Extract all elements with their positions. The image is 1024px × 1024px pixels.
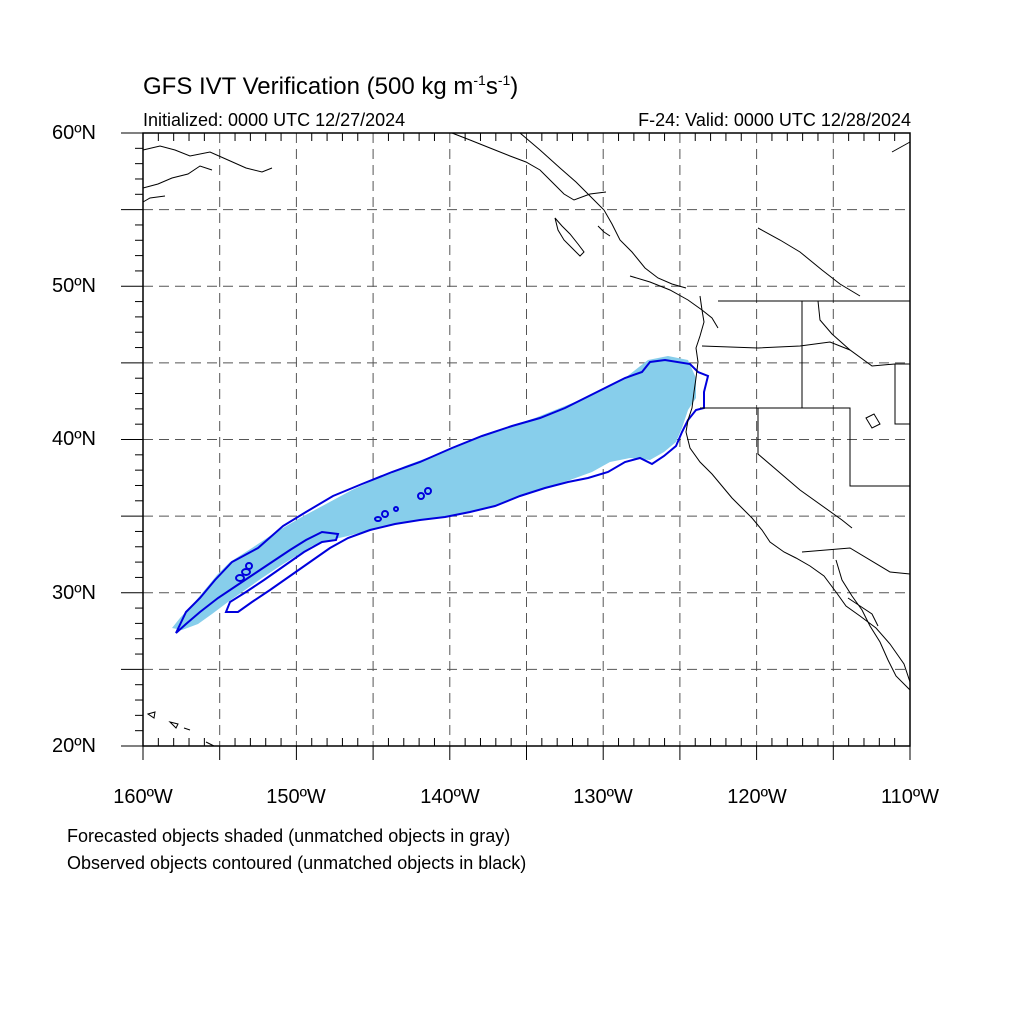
- lon-label-110w: 110ºW: [880, 786, 940, 808]
- legend-observed: Observed objects contoured (unmatched ob…: [67, 853, 527, 873]
- valid-time: F-24: Valid: 0000 UTC 12/28/2024: [638, 110, 911, 130]
- page-title: GFS IVT Verification (500 kg m-1s-1): [143, 72, 519, 100]
- lat-label-30n: 30ºN: [52, 582, 96, 604]
- lat-label-60n: 60ºN: [52, 122, 96, 144]
- lon-label-140w: 140ºW: [420, 786, 480, 808]
- lon-label-150w: 150ºW: [266, 786, 326, 808]
- observed-object-contours: [175, 358, 710, 634]
- lat-label-50n: 50ºN: [52, 275, 96, 297]
- axis-ticks: [121, 132, 911, 760]
- lat-label-20n: 20ºN: [52, 735, 96, 757]
- plot-border: [142, 132, 911, 747]
- initialized-time: Initialized: 0000 UTC 12/27/2024: [143, 110, 406, 130]
- lon-label-130w: 130ºW: [573, 786, 633, 808]
- forecast-object-shaded: [172, 356, 696, 630]
- lon-label-120w: 120ºW: [727, 786, 787, 808]
- legend-forecast: Forecasted objects shaded (unmatched obj…: [67, 826, 511, 846]
- lon-label-160w: 160ºW: [113, 786, 173, 808]
- lat-label-40n: 40ºN: [52, 428, 96, 450]
- coastlines-and-borders: [142, 132, 911, 747]
